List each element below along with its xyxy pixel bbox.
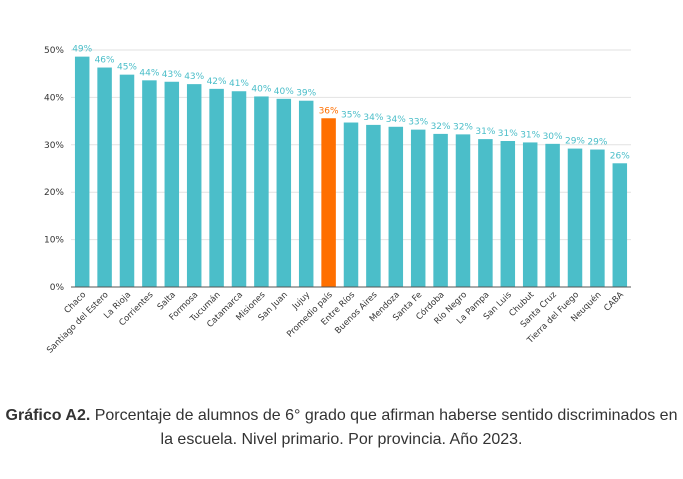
data-label: 29%	[587, 138, 607, 148]
y-tick-label: 40%	[44, 93, 64, 103]
bar	[612, 163, 628, 287]
bar	[254, 96, 269, 288]
bar	[410, 129, 426, 287]
data-label: 32%	[431, 122, 451, 132]
bar	[298, 100, 314, 287]
caption-label: Gráfico A2.	[5, 407, 91, 424]
bar	[119, 74, 135, 287]
bar	[545, 143, 560, 287]
data-label: 45%	[117, 63, 137, 73]
figure-caption: Gráfico A2. Porcentaje de alumnos de 6° …	[0, 404, 683, 452]
bar	[567, 148, 583, 287]
caption-text: Porcentaje de alumnos de 6° grado que af…	[90, 407, 678, 448]
data-label: 43%	[162, 70, 182, 80]
data-label: 35%	[341, 111, 361, 121]
data-label: 39%	[296, 89, 316, 99]
data-label: 41%	[229, 79, 249, 89]
bar	[433, 133, 448, 287]
data-label: 26%	[610, 151, 630, 161]
bar	[97, 67, 112, 288]
data-label: 31%	[520, 130, 540, 140]
data-label: 43%	[184, 72, 204, 82]
y-tick-label: 0%	[50, 283, 65, 293]
data-label: 40%	[274, 87, 294, 97]
bar	[590, 149, 605, 287]
bar	[343, 122, 359, 287]
data-label: 31%	[475, 127, 495, 137]
bar	[231, 91, 247, 287]
data-label: 34%	[386, 115, 406, 125]
bar	[522, 142, 538, 287]
y-tick-label: 50%	[44, 46, 64, 56]
bar	[455, 134, 471, 287]
data-label: 29%	[565, 137, 585, 147]
bar	[164, 81, 180, 288]
data-label: 31%	[498, 129, 518, 139]
bar	[276, 98, 292, 288]
bar	[366, 124, 381, 287]
data-label: 33%	[408, 118, 428, 128]
data-label: 46%	[95, 56, 115, 66]
data-label: 49%	[72, 45, 92, 55]
bar	[186, 84, 202, 288]
bar	[388, 126, 404, 288]
data-label: 40%	[251, 84, 271, 94]
y-tick-label: 30%	[44, 141, 64, 151]
bar	[142, 80, 157, 287]
y-tick-label: 20%	[44, 188, 64, 198]
data-label: 36%	[319, 106, 339, 116]
data-label: 30%	[543, 132, 563, 142]
x-tick-label: CABA	[602, 290, 626, 314]
bar	[74, 56, 90, 287]
bar	[209, 88, 224, 287]
bar	[478, 139, 493, 287]
data-label: 34%	[363, 113, 383, 123]
data-label: 32%	[453, 122, 473, 132]
y-tick-label: 10%	[44, 236, 64, 246]
data-label: 42%	[207, 77, 227, 87]
bar	[500, 141, 516, 287]
bar	[321, 118, 336, 287]
data-label: 44%	[139, 68, 159, 78]
